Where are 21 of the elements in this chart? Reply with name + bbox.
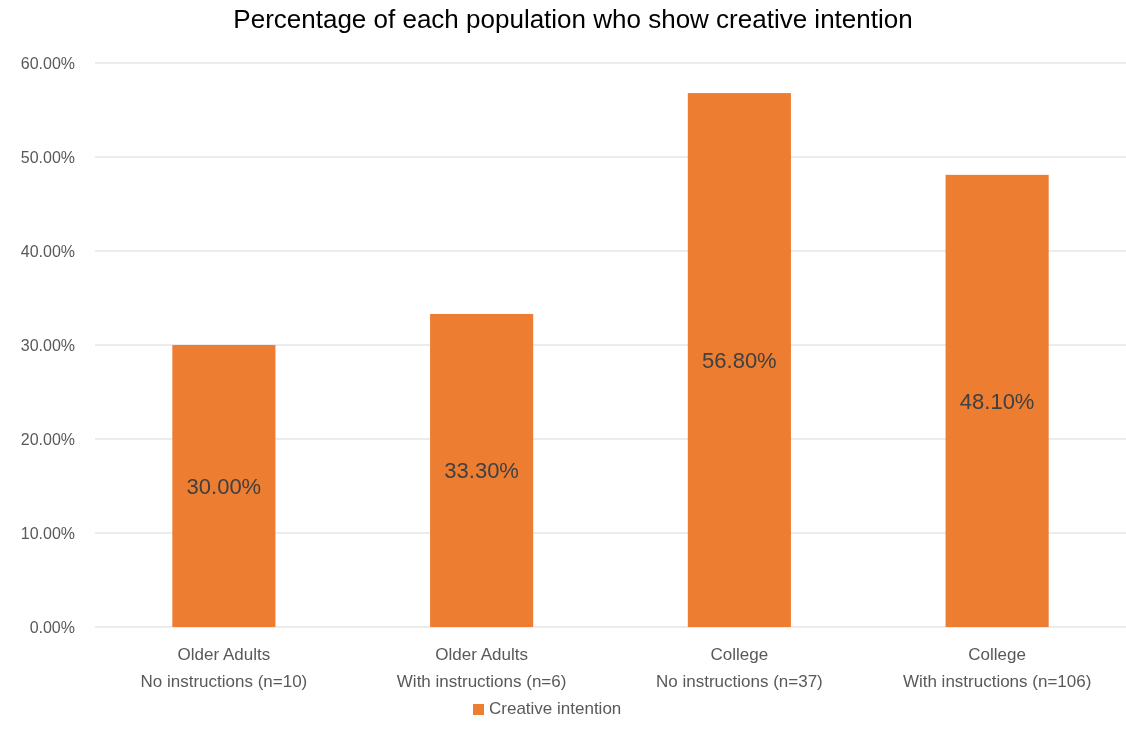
chart-title: Percentage of each population who show creative intention	[233, 4, 913, 34]
x-tick-label: Older Adults With instructions (n=6)	[396, 645, 567, 691]
y-tick-label: 10.00%	[20, 525, 75, 542]
x-tick-label: College With instructions (n=106)	[902, 645, 1092, 691]
bar	[687, 93, 791, 627]
y-tick-label: 20.00%	[20, 431, 75, 448]
y-tick-label: 40.00%	[20, 243, 75, 260]
data-label: 56.80%	[702, 348, 777, 374]
bar	[172, 345, 276, 627]
data-label: 30.00%	[186, 474, 262, 499]
y-tick-label: 0.00%	[29, 619, 75, 636]
y-tick-label: 50.00%	[20, 149, 75, 166]
x-tick-label: Older Adults No instructions (n=10)	[140, 645, 308, 691]
bar	[945, 174, 1049, 627]
y-tick-label: 30.00%	[20, 337, 75, 354]
x-tick-label: College No instructions (n=37)	[655, 645, 823, 691]
data-label: 48.10%	[959, 388, 1035, 414]
legend-label: Creative intention	[489, 699, 622, 718]
y-tick-label: 60.00%	[20, 55, 75, 72]
bar	[430, 313, 534, 627]
data-label: 33.30%	[444, 458, 519, 484]
